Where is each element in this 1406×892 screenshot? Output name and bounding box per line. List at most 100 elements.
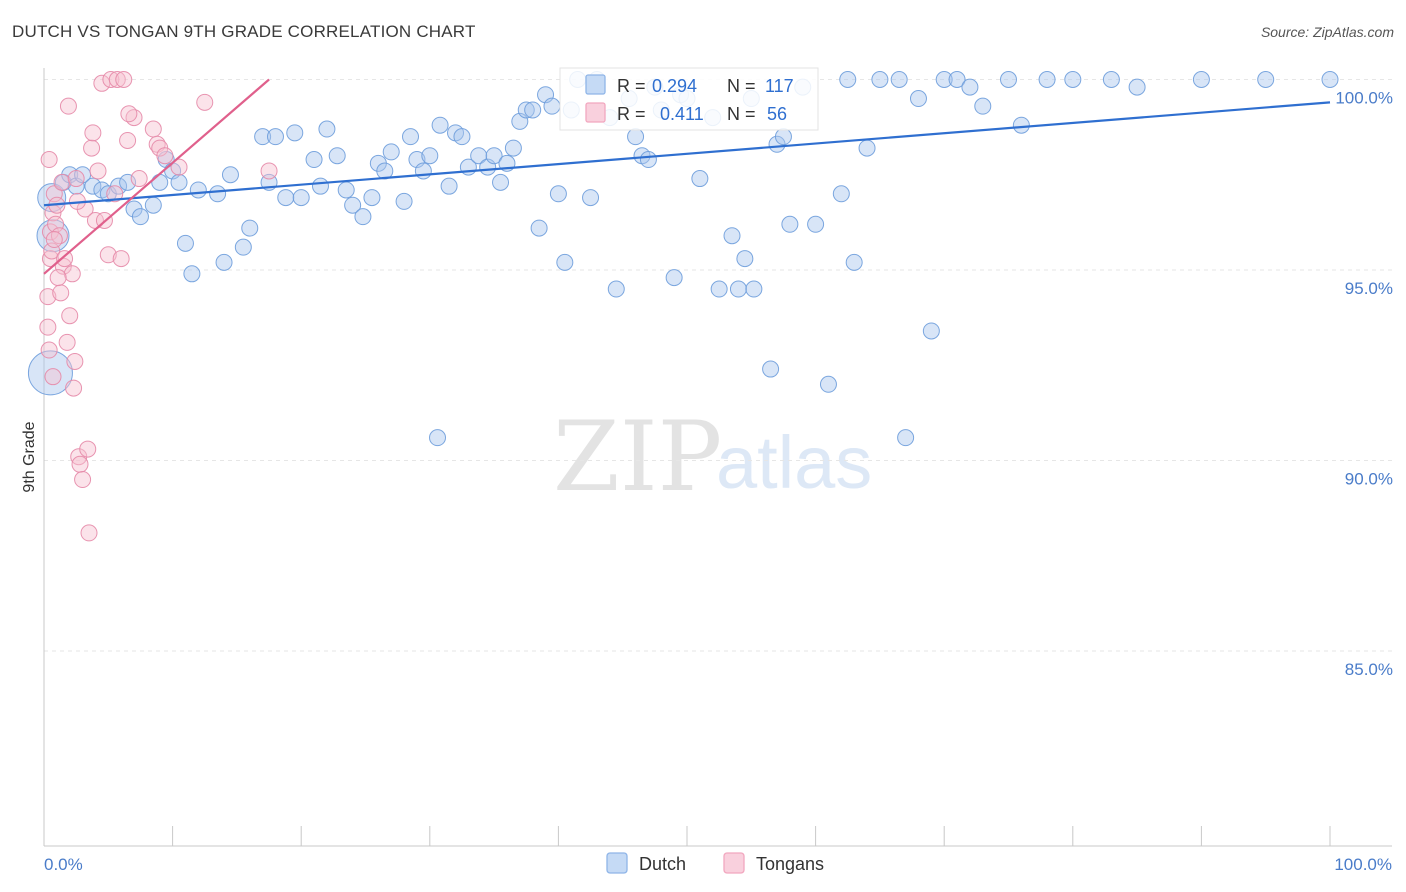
series-legend-swatch-tongans	[723, 852, 745, 874]
tongan-point-15	[61, 307, 79, 325]
dutch-point-116	[429, 429, 447, 447]
series-legend-label-dutch: Dutch	[639, 854, 686, 874]
dutch-point-39	[354, 208, 372, 226]
dutch-point-49	[431, 116, 449, 134]
dutch-point-63	[530, 219, 548, 237]
dutch-point-101	[897, 429, 915, 447]
legend-n-value-dutch: 117	[765, 76, 794, 96]
tongan-point-2	[40, 341, 58, 359]
dutch-point-86	[729, 280, 747, 298]
dutch-point-30	[277, 189, 295, 207]
tongan-point-50	[120, 105, 138, 123]
dutch-point-113	[1192, 71, 1210, 88]
dutch-point-94	[807, 215, 825, 233]
dutch-point-45	[402, 128, 420, 146]
dutch-point-117	[745, 280, 763, 298]
legend-r-label-dutch: R =	[617, 76, 646, 96]
tongan-point-44	[156, 147, 174, 165]
dutch-point-22	[209, 185, 227, 203]
trend-lines	[43, 78, 1331, 275]
dutch-point-119	[961, 78, 979, 96]
dutch-point-57	[492, 173, 510, 191]
dutch-point-18	[170, 173, 188, 191]
dutch-point-84	[710, 280, 728, 298]
dutch-point-118	[890, 71, 908, 88]
dutch-point-66	[549, 185, 567, 203]
dutch-point-106	[974, 97, 992, 115]
tongan-point-49	[59, 97, 77, 115]
dutch-point-7	[84, 177, 102, 195]
dutch-point-115	[1321, 71, 1339, 88]
y-axis-label: 9th Grade	[21, 421, 38, 492]
dutch-point-91	[774, 128, 792, 146]
dutch-point-52	[453, 128, 471, 146]
dutch-point-87	[736, 250, 754, 268]
series-legend: Dutch Tongans	[606, 852, 824, 874]
dutch-point-47	[414, 162, 432, 180]
tongan-point-32	[99, 246, 117, 264]
stats-legend: R = 0.294 N = 117 R = 0.411 N = 56	[559, 67, 819, 131]
tongan-point-52	[52, 284, 70, 302]
source-credit: Source: ZipAtlas.com	[1260, 24, 1394, 40]
dutch-point-110	[1064, 71, 1082, 88]
tongan-point-1	[39, 318, 57, 336]
chart-title: DUTCH VS TONGAN 9TH GRADE CORRELATION CH…	[12, 22, 476, 41]
dutch-point-92	[781, 215, 799, 233]
dutch-point-74	[627, 128, 645, 146]
dutch-point-19	[176, 234, 194, 252]
dutch-point-61	[517, 101, 535, 119]
dutch-point-23	[215, 253, 233, 271]
dutch-point-72	[607, 280, 625, 298]
tongan-point-19	[67, 170, 85, 188]
tongan-point-11	[53, 173, 71, 191]
tongan-point-37	[115, 71, 133, 88]
dutch-point-104	[935, 71, 953, 88]
tongan-point-14	[58, 333, 76, 351]
dutch-point-48	[421, 147, 439, 165]
dutch-point-56	[485, 147, 503, 165]
dutch-point-38	[344, 196, 362, 214]
dutch-point-107	[1000, 71, 1017, 88]
dutch-point-54	[470, 147, 488, 165]
dutch-point-0	[27, 350, 73, 396]
dutch-point-109	[1038, 71, 1056, 88]
dutch-point-62	[524, 101, 542, 119]
tongan-point-51	[40, 151, 58, 169]
x-tick-label-max: 100.0%	[1334, 855, 1392, 874]
dutch-point-100	[871, 71, 889, 88]
tongan-point-36	[112, 250, 130, 268]
x-tick-label-min: 0.0%	[44, 855, 83, 874]
dutch-point-97	[839, 71, 857, 88]
dutch-point-20	[183, 265, 201, 283]
series-legend-swatch-dutch	[606, 852, 628, 874]
dutch-point-24	[221, 166, 239, 184]
watermark-zip: ZIP	[553, 401, 722, 513]
legend-r-label-tongans: R =	[617, 104, 646, 124]
legend-swatch-dutch	[585, 74, 606, 95]
watermark-atlas: atlas	[716, 421, 872, 504]
y-tick-label-90: 90.0%	[1345, 470, 1393, 489]
tongan-point-48	[45, 231, 63, 249]
dutch-point-21	[189, 181, 207, 199]
dutch-point-33	[305, 151, 323, 169]
watermark: ZIP atlas	[553, 401, 872, 513]
tongan-trend-line	[43, 78, 270, 275]
dutch-point-50	[440, 177, 458, 195]
dutch-point-79	[665, 269, 683, 287]
y-axis-tick-labels: 100.0% 95.0% 90.0% 85.0%	[1335, 89, 1393, 680]
dutch-point-65	[543, 97, 561, 115]
legend-n-label-dutch: N =	[727, 76, 756, 96]
legend-n-label-tongans: N =	[727, 104, 756, 124]
dutch-point-114	[1257, 71, 1275, 88]
x-axis-ticks	[43, 826, 1331, 846]
dutch-point-14	[144, 196, 162, 214]
tongan-point-21	[71, 455, 89, 473]
dutch-point-111	[1102, 71, 1120, 88]
dutch-point-108	[1012, 116, 1030, 134]
dutch-point-96	[832, 185, 850, 203]
dutch-point-76	[639, 151, 657, 169]
dutch-point-29	[266, 128, 284, 146]
dutch-point-34	[311, 177, 329, 195]
tongan-point-54	[49, 269, 67, 287]
